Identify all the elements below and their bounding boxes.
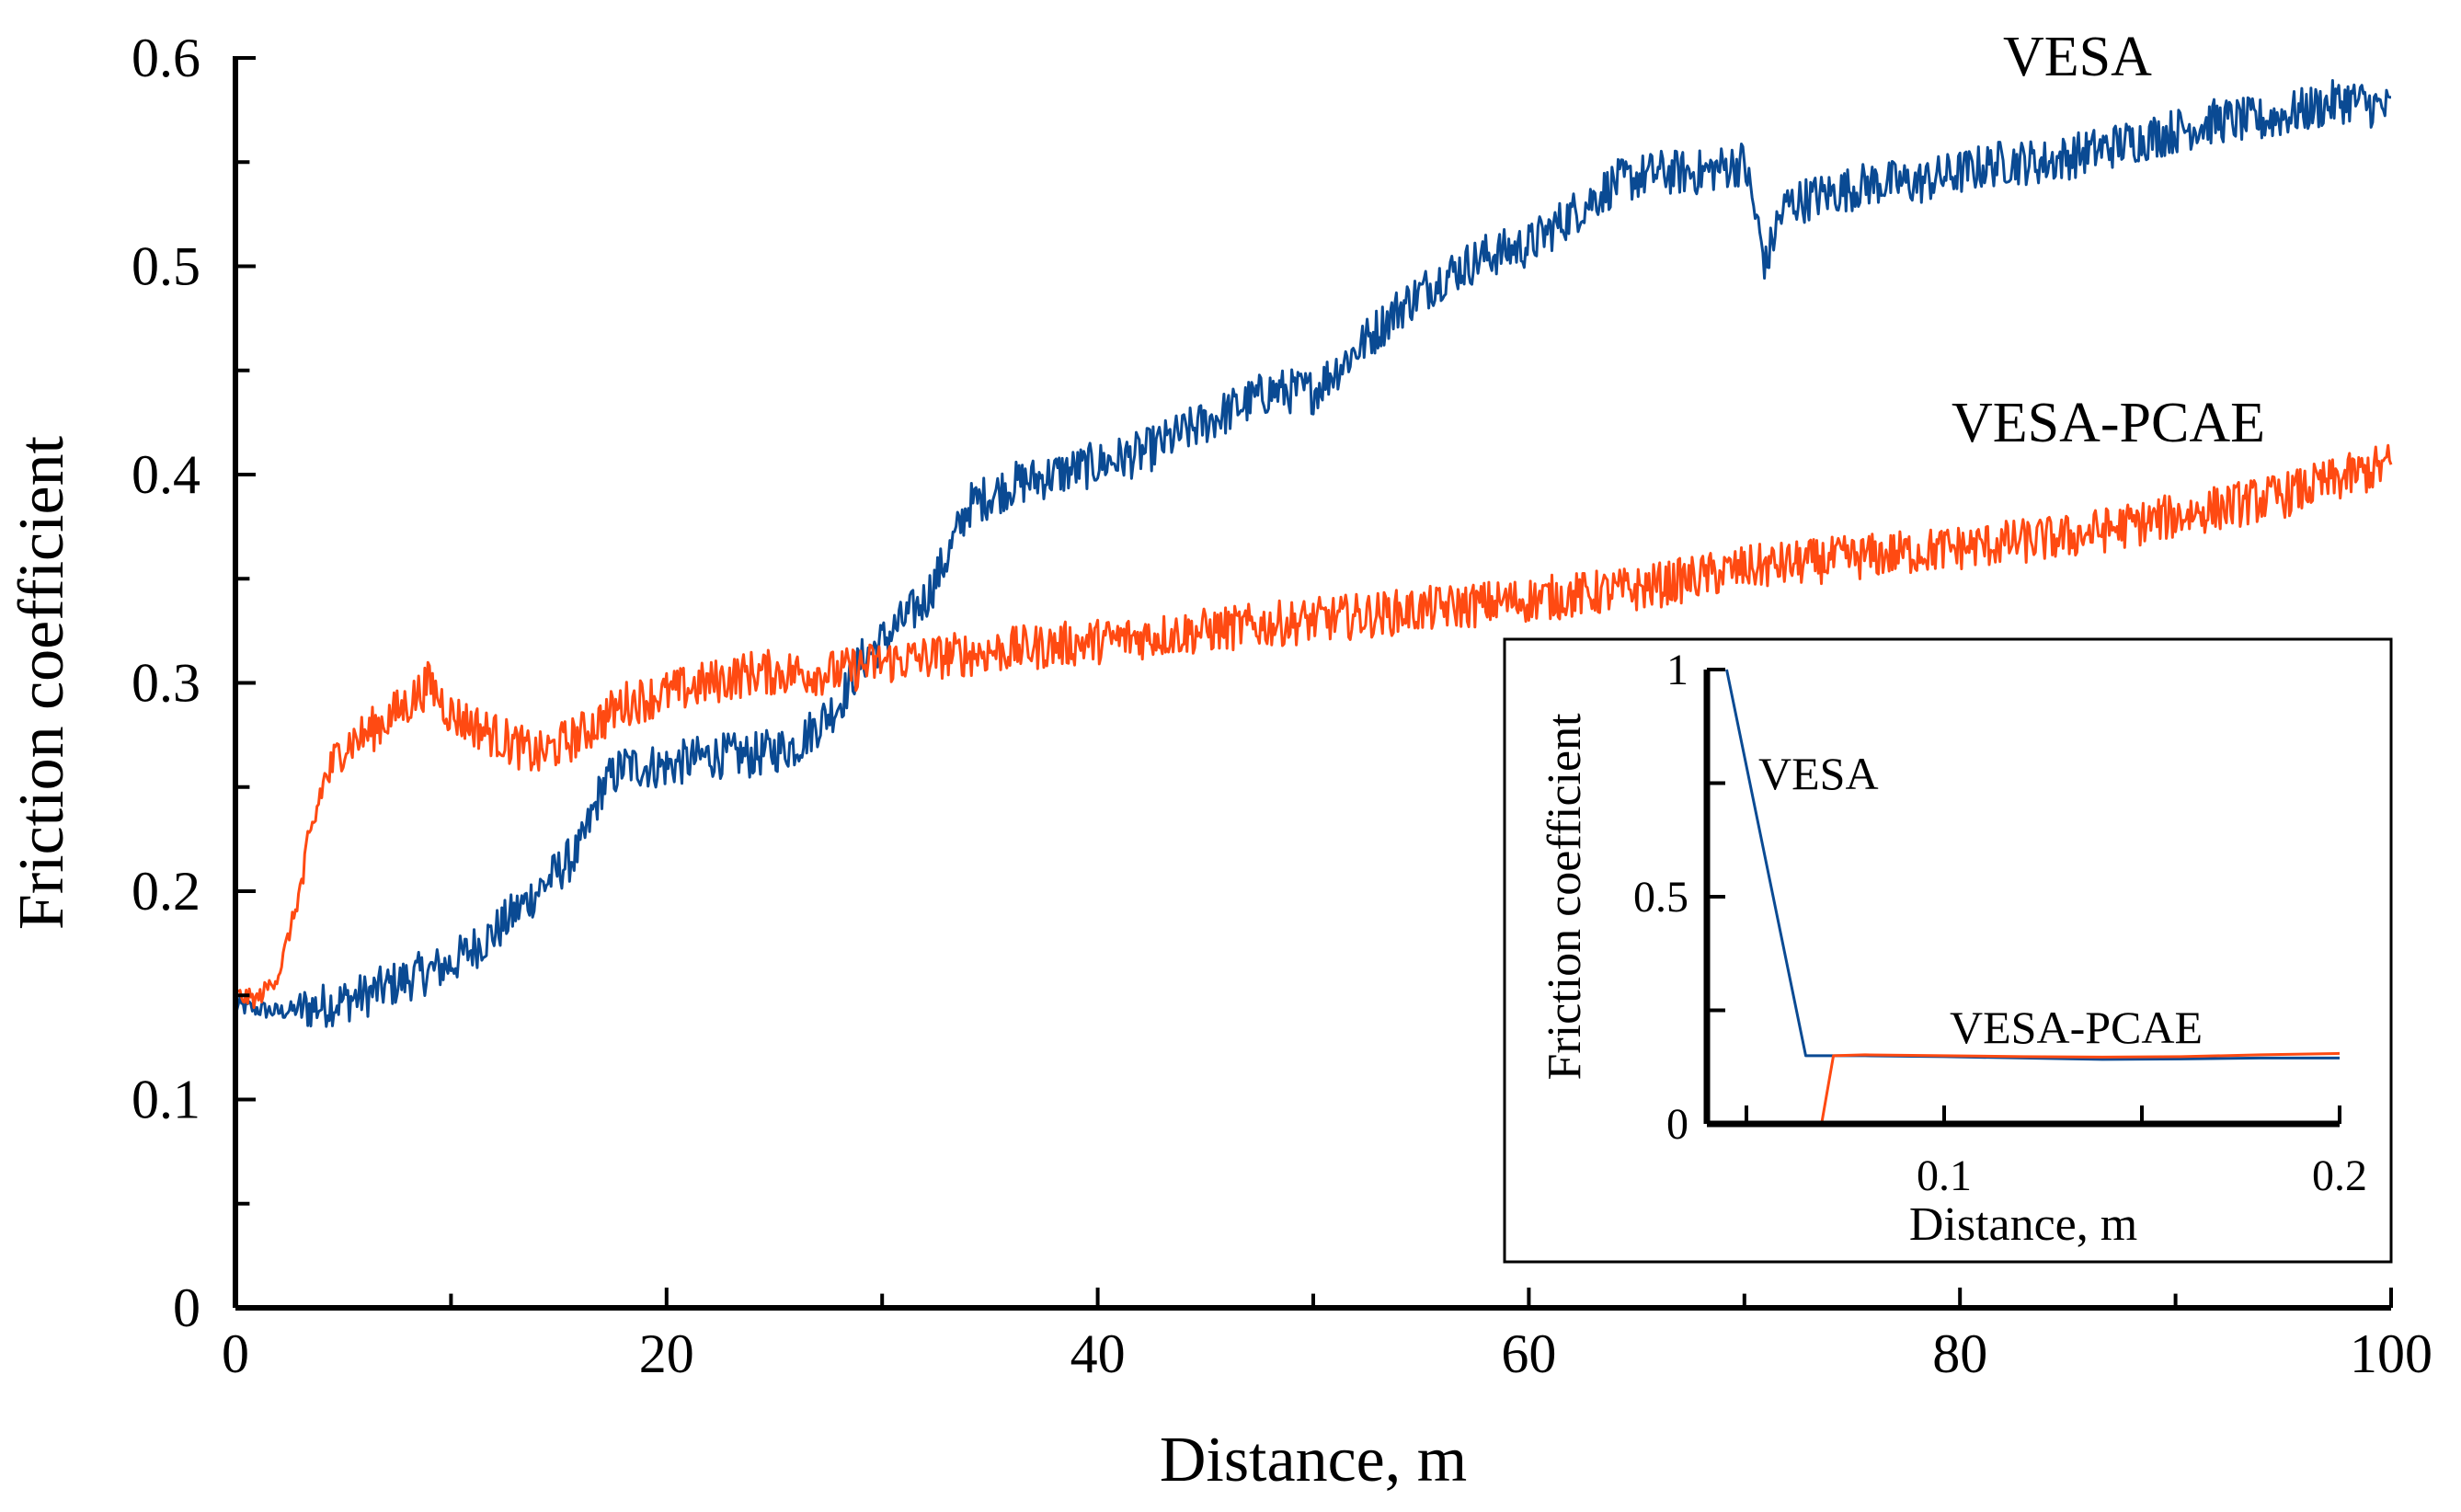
inset-x-tick-label: 0.2 [2312,1151,2367,1200]
main-series-group [234,79,2393,1028]
inset-series-group [1725,669,2341,1125]
main-x-tick-label: 40 [1070,1323,1126,1384]
main-x-tick-label: 100 [2350,1323,2432,1384]
main-series-label-0: VESA [2003,26,2152,88]
main-x-tick-label: 80 [1932,1323,1987,1384]
inset-axes-group [1703,668,2341,1128]
main-y-tick-label: 0.6 [132,28,200,88]
main-y-tick-label: 0 [173,1277,200,1338]
inset-series-line-0 [1725,669,2340,1061]
inset-y-tick-label: 0.5 [1633,873,1688,922]
inset-series-line-1 [1820,1051,2341,1125]
inset-y-tick-label: 1 [1666,646,1688,694]
main-chart: 0 20 40 60 80 100 0 0.1 0.2 0.3 0.4 0.5 0.6 Distance,… [6,26,2432,1495]
main-x-tick-label: 0 [222,1323,249,1384]
main-y-tick-label: 0.1 [132,1070,200,1130]
inset-frame [1503,637,2393,1264]
main-x-tick-label: 20 [639,1323,694,1384]
inset-labels-group: 0.1 0.2 0 0.5 1 Distance, m Friction coefficie… [1539,646,2367,1251]
inset-x-tick-label: 0.1 [1917,1151,1972,1200]
main-series-line-1 [234,443,2393,1010]
inset-series-label-0: VESA [1758,748,1879,799]
main-axes-group [233,56,2393,1311]
main-y-tick-label: 0.4 [132,444,200,505]
inset-y-axis-title: Friction coefficient [1539,713,1591,1081]
inset-y-tick-label: 0 [1666,1100,1688,1149]
main-labels-group: 0 20 40 60 80 100 0 0.1 0.2 0.3 0.4 0.5 0.6 Distance,… [6,26,2432,1495]
main-y-axis-title: Friction coefficient [6,435,77,930]
main-series-label-1: VESA-PCAE [1952,392,2265,454]
inset-x-axis-title: Distance, m [1909,1198,2137,1251]
main-y-tick-label: 0.5 [132,236,200,297]
main-x-tick-label: 60 [1501,1323,1556,1384]
main-y-tick-label: 0.2 [132,861,200,922]
inset-series-label-1: VESA-PCAE [1950,1002,2203,1053]
main-series-line-0 [234,79,2391,1028]
main-x-axis-title: Distance, m [1160,1425,1467,1495]
main-y-tick-label: 0.3 [132,653,200,714]
inset-chart: 0.1 0.2 0 0.5 1 Distance, m Friction coefficie… [1503,637,2393,1264]
